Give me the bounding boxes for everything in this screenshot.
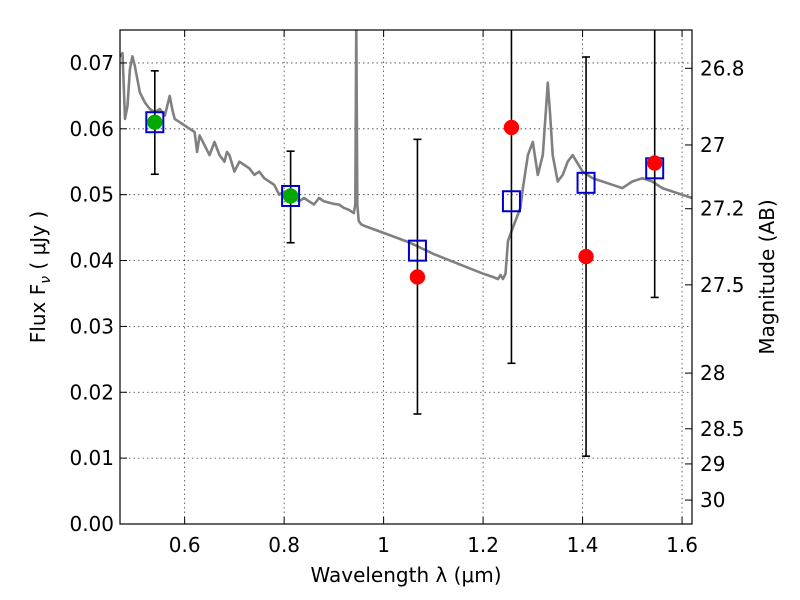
y-tick-label: 0.06	[69, 117, 114, 141]
x-tick-label: 1.6	[666, 533, 698, 557]
mag-tick-label: 30	[700, 488, 725, 512]
spectrum-line	[120, 30, 692, 281]
right-axis-label: Magnitude (AB)	[755, 199, 779, 354]
y-tick-label: 0.01	[69, 446, 114, 470]
x-axis-label: Wavelength λ (μm)	[310, 563, 501, 587]
square-marker	[407, 239, 427, 262]
y-tick-label: 0.04	[69, 249, 114, 273]
circle-marker	[503, 119, 520, 136]
x-tick-label: 0.8	[268, 533, 300, 557]
square-marker	[576, 171, 596, 194]
y-tick-label: 0.07	[69, 51, 114, 75]
circle-marker	[646, 155, 663, 171]
y-tick-label: 0.05	[69, 183, 114, 207]
square-marker	[145, 111, 165, 134]
y-axis-label-sub: ν	[38, 276, 54, 284]
grid	[120, 30, 692, 524]
plot-data	[120, 30, 692, 281]
x-tick-label: 1	[377, 533, 390, 557]
mag-tick-label: 27	[700, 133, 725, 157]
y-tick-label: 0.00	[69, 512, 114, 536]
x-tick-label: 0.6	[169, 533, 201, 557]
circle-marker	[578, 248, 594, 265]
y-axis-label: Flux Fν ( μJy )	[26, 211, 54, 343]
mag-tick-label: 27.2	[700, 197, 745, 221]
axis-ticks: 0.6 0.8 1 1.2 1.4 1.6 0.00 0.01 0.02 0.03 0.04 0.05…	[69, 30, 745, 557]
mag-tick-label: 28	[700, 361, 725, 385]
square-marker	[281, 184, 301, 207]
x-tick-label: 1.4	[567, 533, 599, 557]
plot-background	[120, 30, 692, 524]
y-axis-label-main: Flux F	[26, 284, 50, 343]
y-tick-label: 0.03	[69, 314, 114, 338]
square-marker	[501, 190, 521, 213]
y-tick-label: 0.02	[69, 380, 114, 404]
mag-tick-label: 28.5	[700, 417, 745, 441]
circle-marker	[409, 269, 426, 285]
circle-marker	[282, 188, 299, 204]
mag-tick-label: 26.8	[700, 56, 745, 80]
mag-tick-label: 29	[700, 452, 725, 476]
plot-frame	[119, 29, 693, 525]
circle-marker	[147, 114, 163, 130]
x-tick-label: 1.2	[467, 533, 499, 557]
markers	[145, 111, 665, 285]
y-axis-label-unit: ( μJy )	[26, 211, 50, 276]
mag-tick-label: 27.5	[700, 273, 745, 297]
